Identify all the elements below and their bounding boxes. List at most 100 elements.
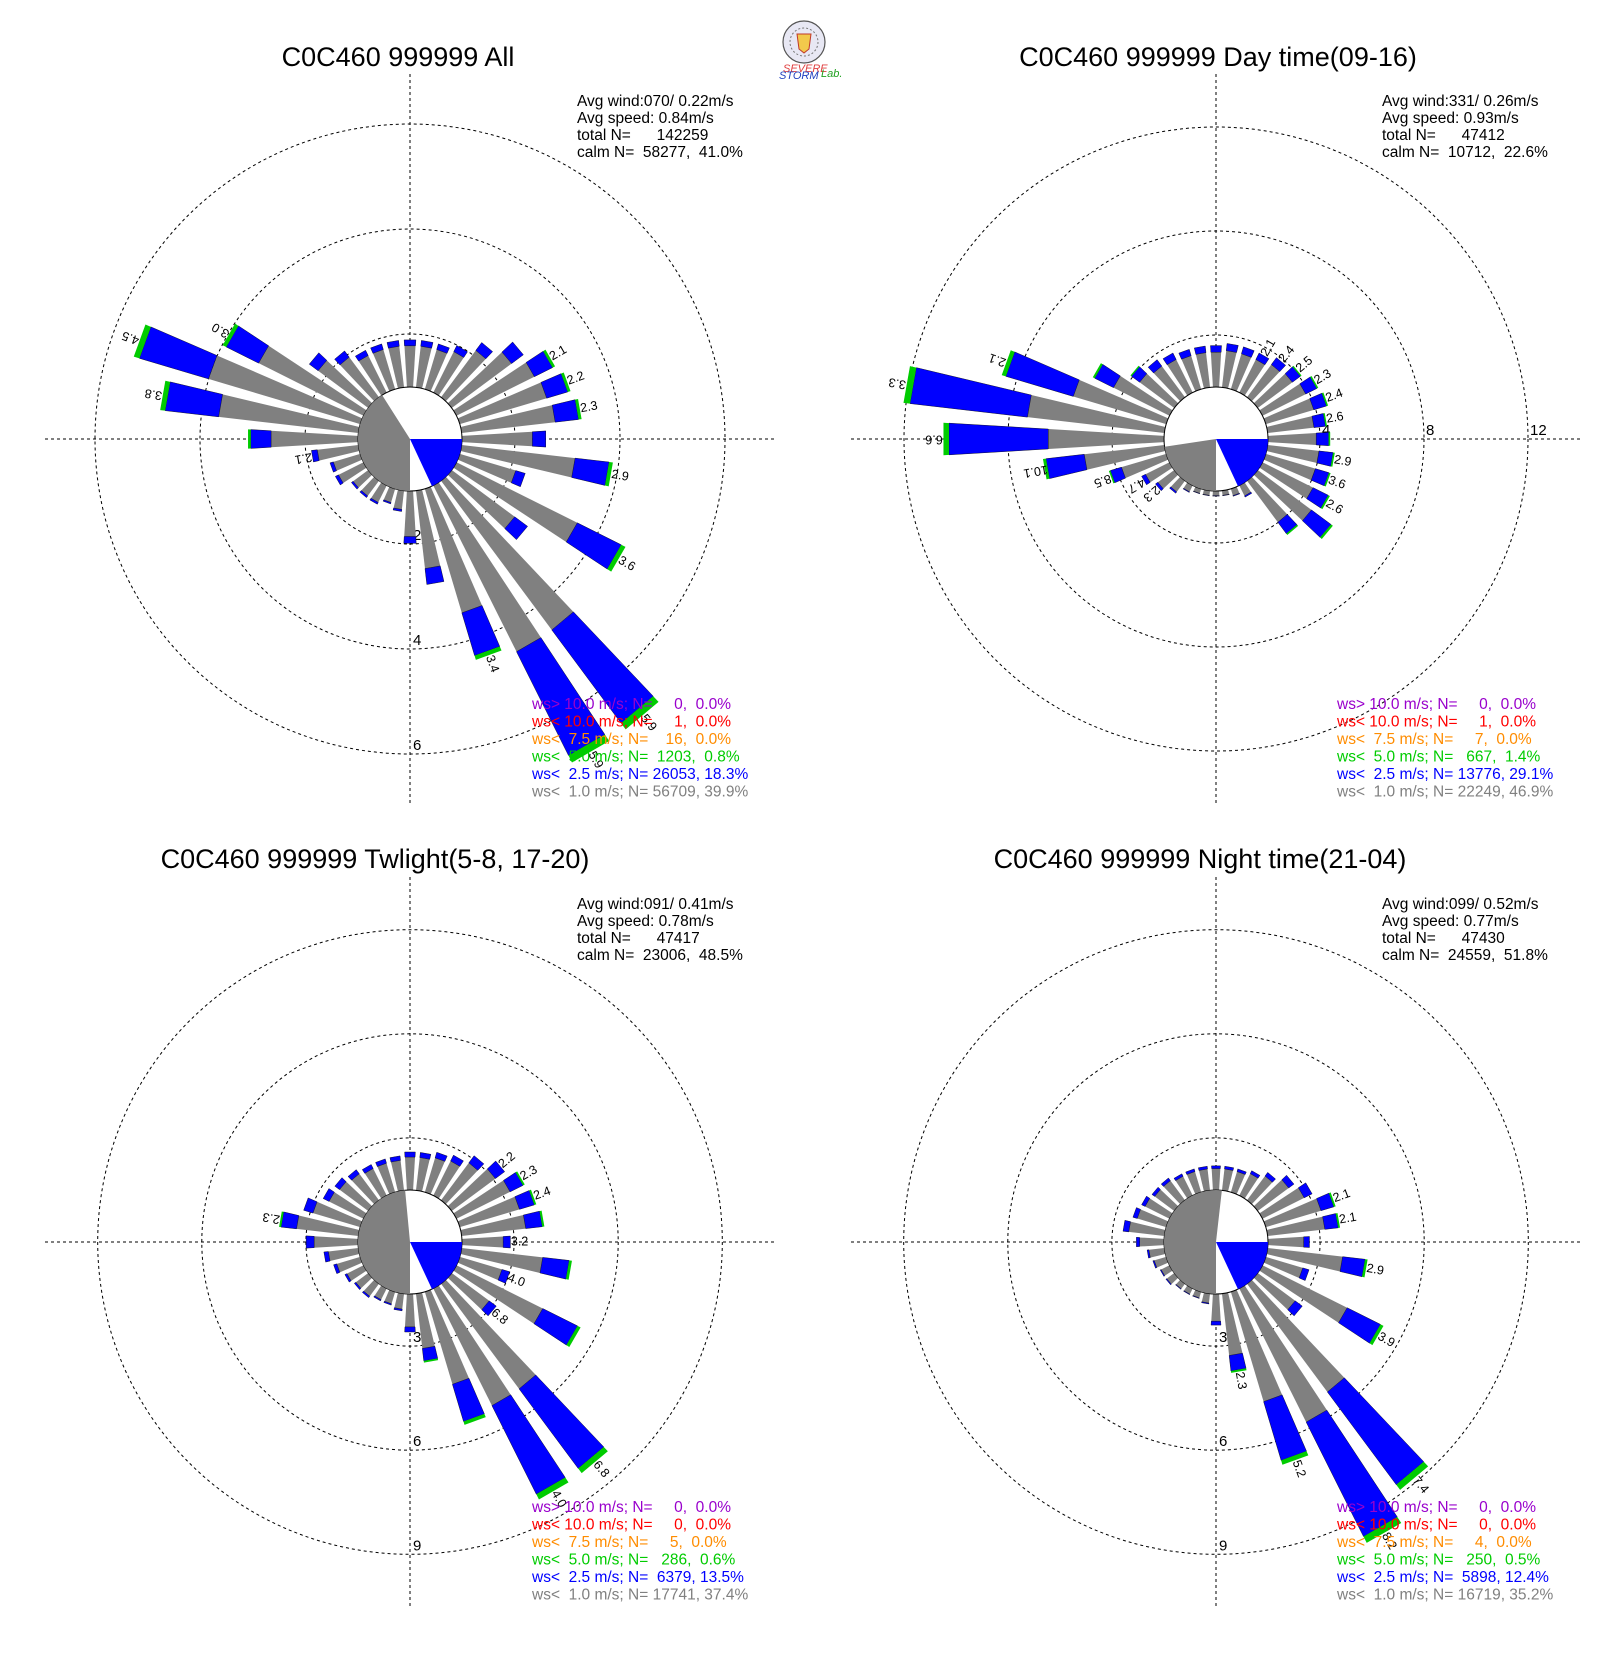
bar-value-label: 3.2 xyxy=(511,1234,528,1248)
bar-value-label: 8.5 xyxy=(1092,471,1113,490)
bar-segment-lt2_5 xyxy=(383,1300,392,1306)
bar-value-label: 2.3 xyxy=(261,1210,281,1227)
bar-segment-lt2_5 xyxy=(1309,392,1327,411)
bar-segment-lt1 xyxy=(1253,470,1312,521)
bar-segment-lt5 xyxy=(621,696,659,730)
bar-segment-lt1 xyxy=(1048,429,1165,449)
bar-value-label: 4.5 xyxy=(120,328,141,347)
bar-segment-lt1 xyxy=(415,346,432,389)
stat-avg-wind: Avg wind:091/ 0.41m/s xyxy=(577,896,734,913)
bar-segment-lt1 xyxy=(329,1192,367,1219)
bar-segment-lt1 xyxy=(433,1285,511,1406)
bar-segment-lt2_5 xyxy=(1264,1172,1276,1183)
calm-inner-wedge xyxy=(1216,439,1268,487)
bar-segment-lt1 xyxy=(1170,476,1185,492)
bar-segment-lt2_5 xyxy=(1045,454,1088,479)
logo-text-storm: STORM xyxy=(779,70,819,82)
wind-rose-panel: C0C460 999999 Twlight(5-8, 17-20)3692.22… xyxy=(45,844,775,1607)
bar-segment-lt1 xyxy=(1247,364,1280,402)
bar-segment-lt2_5 xyxy=(403,339,417,347)
bar-segment-lt1 xyxy=(1211,1293,1221,1322)
severe-storm-lab-logo: SEVERE STORM Lab. xyxy=(779,20,842,82)
panel-title: C0C460 999999 Night time(21-04) xyxy=(994,844,1407,874)
bar-segment-lt5 xyxy=(1328,1192,1336,1207)
bar-segment-lt2_5 xyxy=(361,1164,374,1174)
bar-segment-lt1 xyxy=(312,1201,363,1228)
bar-value-label: 4.0 xyxy=(506,1270,527,1289)
panel-title: C0C460 999999 Day time(09-16) xyxy=(1019,42,1417,72)
bar-segment-lt1 xyxy=(404,1157,416,1191)
bar-segment-lt2_5 xyxy=(354,1281,362,1290)
bar-segment-lt1 xyxy=(358,355,387,396)
bar-segment-lt2_5 xyxy=(303,1197,318,1214)
bar-segment-lt2_5 xyxy=(370,343,384,354)
bar-segment-lt2_5 xyxy=(344,1273,352,1283)
legend-entry: ws< 7.5 m/s; N= 16, 0.0% xyxy=(531,731,731,748)
bar-segment-lt1 xyxy=(374,1285,387,1300)
bar-segment-lt5 xyxy=(1335,1213,1341,1228)
bar-value-label: 6.6 xyxy=(925,433,942,447)
bar-segment-lt2_5 xyxy=(487,1160,505,1179)
bar-segment-lt1 xyxy=(1181,355,1202,392)
bar-value-label: 2.4 xyxy=(1324,386,1345,405)
bar-segment-lt2_5 xyxy=(322,1188,335,1202)
bar-segment-lt5 xyxy=(1286,524,1299,536)
bar-segment-lt5 xyxy=(1320,524,1333,540)
bar-segment-lt5 xyxy=(1324,472,1331,487)
logo-text-lab: Lab. xyxy=(821,68,842,80)
bar-segment-lt1 xyxy=(296,1215,360,1237)
bar-segment-lt2_5 xyxy=(1310,468,1330,487)
bar-segment-lt1 xyxy=(394,1292,405,1310)
bar-segment-lt1 xyxy=(1259,1187,1305,1219)
legend-entry: ws< 2.5 m/s; N= 6379, 13.5% xyxy=(531,1569,744,1586)
bar-segment-lt1 xyxy=(1163,1180,1185,1205)
bar-segment-lt1 xyxy=(1263,1256,1303,1278)
bar-segment-lt2_5 xyxy=(311,449,320,463)
bar-segment-lt5 xyxy=(1362,1259,1368,1278)
bar-segment-lt2_5 xyxy=(280,1211,300,1230)
legend-entry: ws< 7.5 m/s; N= 7, 0.0% xyxy=(1336,731,1532,748)
calm-inner-wedge xyxy=(410,1242,462,1290)
bar-segment-lt2_5 xyxy=(355,349,369,362)
bar-segment-lt2_5 xyxy=(422,1346,438,1362)
bar-segment-lt1 xyxy=(346,1265,367,1281)
bar-segment-lt2_5 xyxy=(334,350,350,366)
stat-calm: calm N= 58277, 41.0% xyxy=(577,144,743,161)
legend-entry: ws< 7.5 m/s; N= 5, 0.0% xyxy=(531,1534,727,1551)
bar-value-label: 2.1 xyxy=(1331,1186,1352,1205)
legend-entry: ws> 10.0 m/s; N= 0, 0.0% xyxy=(531,1499,731,1516)
bar-segment-lt1 xyxy=(415,489,441,569)
bar-segment-lt1 xyxy=(1198,1168,1211,1192)
bar-segment-lt2_5 xyxy=(1316,450,1334,467)
bar-segment-lt1 xyxy=(1259,383,1306,416)
bar-value-label: 2.4 xyxy=(532,1184,553,1203)
bar-segment-lt2_5 xyxy=(1315,432,1329,446)
bar-segment-lt1 xyxy=(1154,1189,1179,1211)
stat-total: total N= 142259 xyxy=(577,127,708,144)
bar-segment-lt1 xyxy=(1266,1216,1325,1237)
bar-segment-lt1 xyxy=(1145,462,1173,483)
bar-segment-lt2_5 xyxy=(1277,514,1298,534)
bar-segment-lt1 xyxy=(1145,1198,1173,1219)
bar-segment-lt5 xyxy=(474,646,502,660)
bar-segment-lt2_5 xyxy=(1210,1320,1222,1326)
bar-segment-lt2_5 xyxy=(909,367,1032,418)
bar-segment-lt1 xyxy=(457,1256,502,1281)
bar-segment-lt1 xyxy=(433,1161,460,1199)
bar-segment-lt2_5 xyxy=(1131,366,1148,383)
bar-segment-lt1 xyxy=(361,476,379,496)
bar-segment-lt5 xyxy=(133,324,151,359)
bar-segment-lt2_5 xyxy=(375,1158,387,1167)
bar-segment-lt2_5 xyxy=(453,345,468,358)
bar-segment-lt2_5 xyxy=(452,1378,485,1422)
bar-segment-lt2_5 xyxy=(1141,1195,1151,1207)
bar-segment-lt2_5 xyxy=(1136,1237,1140,1247)
bar-segment-lt5 xyxy=(160,380,171,411)
bar-segment-lt5 xyxy=(279,1211,284,1228)
bar-segment-lt1 xyxy=(1266,416,1314,434)
bar-segment-lt2_5 xyxy=(419,1152,432,1160)
bar-segment-lt5 xyxy=(1396,1461,1429,1490)
bar-segment-lt1 xyxy=(370,482,387,503)
ring-label: 4 xyxy=(413,632,421,649)
